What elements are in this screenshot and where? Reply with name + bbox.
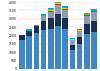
Bar (62, 8, 68, 9)
Bar (55, 3, 61, 4)
Bar (77, 37, 82, 44)
Bar (41, 21, 46, 30)
Bar (48, 9, 54, 10)
Bar (19, 40, 25, 69)
Bar (77, 29, 82, 30)
Bar (55, 5, 61, 14)
Bar (34, 33, 39, 69)
Bar (48, 10, 54, 11)
Bar (91, 12, 97, 21)
Bar (62, 10, 68, 18)
Bar (41, 16, 46, 21)
Bar (55, 0, 61, 2)
Bar (84, 16, 90, 24)
Bar (84, 34, 90, 69)
Bar (48, 12, 54, 18)
Bar (34, 24, 39, 26)
Bar (91, 11, 97, 12)
Bar (70, 45, 75, 50)
Bar (48, 29, 54, 69)
Bar (55, 26, 61, 69)
Bar (19, 36, 25, 40)
Bar (34, 26, 39, 33)
Bar (26, 36, 32, 69)
Bar (91, 32, 97, 69)
Bar (26, 31, 32, 36)
Bar (77, 31, 82, 37)
Bar (77, 30, 82, 31)
Bar (48, 11, 54, 12)
Bar (91, 21, 97, 32)
Bar (77, 44, 82, 69)
Bar (62, 29, 68, 69)
Bar (62, 6, 68, 8)
Bar (19, 35, 25, 36)
Bar (70, 38, 75, 39)
Bar (70, 40, 75, 45)
Bar (41, 30, 46, 69)
Bar (62, 18, 68, 29)
Bar (26, 29, 32, 31)
Bar (70, 50, 75, 69)
Bar (55, 4, 61, 5)
Bar (48, 8, 54, 9)
Bar (84, 15, 90, 16)
Bar (62, 9, 68, 10)
Bar (84, 13, 90, 14)
Bar (55, 14, 61, 26)
Bar (91, 9, 97, 11)
Bar (84, 14, 90, 15)
Bar (41, 14, 46, 16)
Bar (48, 18, 54, 29)
Bar (55, 2, 61, 3)
Bar (84, 24, 90, 34)
Bar (70, 39, 75, 40)
